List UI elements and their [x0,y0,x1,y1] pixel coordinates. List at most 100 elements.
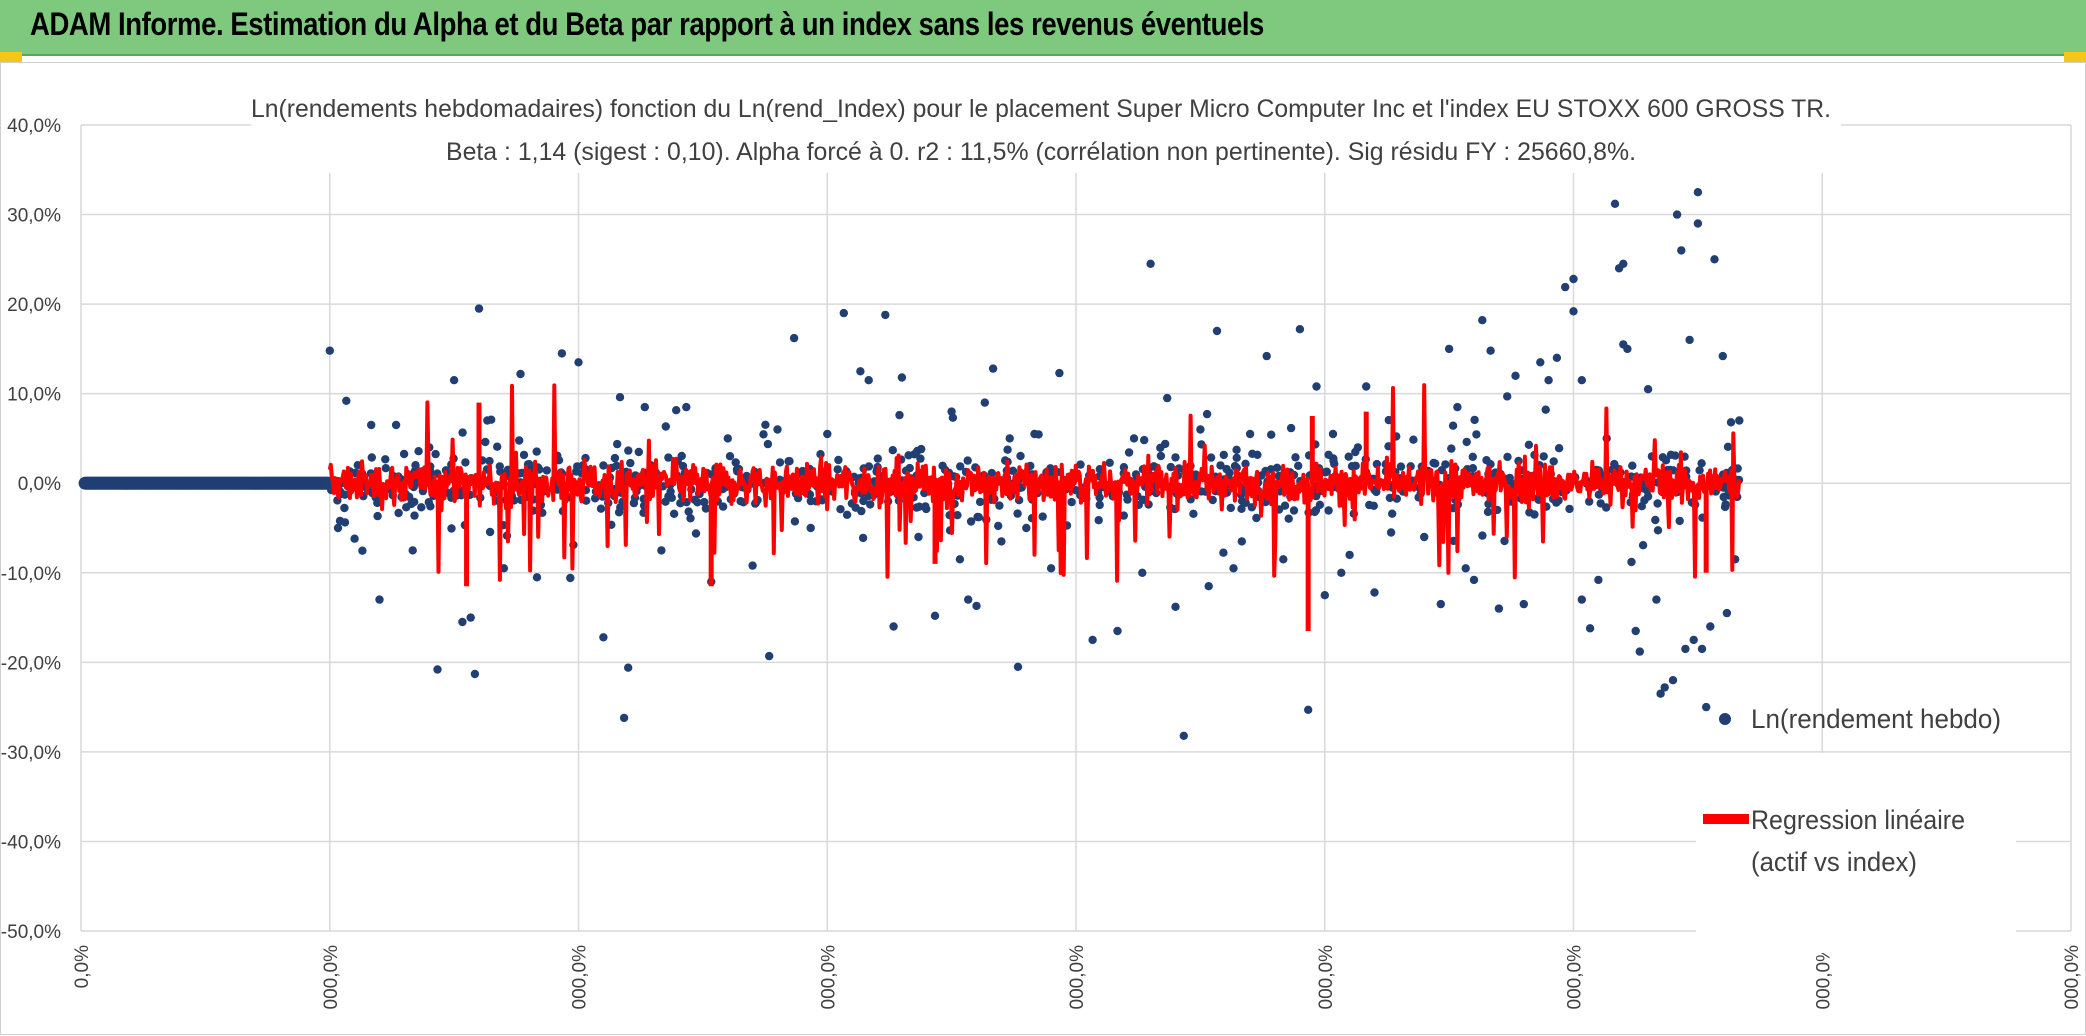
data-point [1628,461,1637,470]
data-point [1681,644,1690,654]
data-point [1119,511,1129,520]
data-point [1735,416,1744,425]
data-point [1610,459,1619,469]
data-point [723,434,732,443]
data-point [1076,460,1085,469]
data-point [447,524,456,533]
data-point [1668,676,1678,685]
data-point [1718,351,1728,361]
corner-marker-left [0,52,22,62]
data-point [881,310,890,320]
axis-ticks: 40,0% 30,0% 20,0% 10,0% 0,0% -10,0% -20,0% -30,… [1,116,2083,1009]
data-point [1219,548,1228,557]
data-point [426,502,435,511]
data-point [1337,568,1346,577]
data-point [1229,564,1238,573]
data-point [1549,457,1558,466]
data-point [888,446,897,455]
data-point [1610,199,1620,208]
data-point [1453,402,1462,412]
data-point [1500,536,1509,546]
data-point [1353,443,1363,452]
data-point [619,713,629,723]
data-point [1279,555,1288,564]
data-point [557,349,567,358]
data-point [1189,509,1198,518]
data-point [1046,564,1056,573]
data-point [657,546,666,555]
y-tick-label: 0,0% [18,474,61,495]
data-point [1222,464,1231,474]
data-point [1284,514,1293,523]
data-point [1596,499,1605,508]
legend-backdrop [1696,753,2016,953]
data-point [1088,635,1097,645]
data-point [1483,507,1493,517]
data-point [1441,460,1450,469]
data-point [1420,532,1429,542]
data-point [1345,550,1354,560]
data-point [661,422,670,431]
data-point [1245,429,1255,439]
data-point [1447,444,1456,453]
data-point [1619,259,1628,268]
data-point [417,503,426,512]
data-point [1585,497,1594,506]
data-point [1005,434,1014,443]
data-point [1651,515,1660,525]
data-point [1294,461,1303,470]
data-point [956,462,965,471]
data-point [1565,504,1574,514]
data-point [1237,504,1246,513]
data-point [342,396,351,405]
data-point [897,373,907,382]
x-tick-label: 000,0% [2062,945,2083,1010]
data-point [516,369,525,379]
data-point [1702,702,1711,712]
data-point [798,466,807,476]
data-point [856,367,865,376]
data-point [1478,316,1487,325]
x-tick-label: 000,0% [1565,945,1586,1010]
data-point [963,456,972,465]
data-point [947,407,956,416]
data-point [1310,507,1319,517]
data-point [773,425,782,434]
data-point [515,436,524,445]
data-point [917,444,926,454]
data-point [664,453,673,462]
data-point [1324,450,1333,459]
data-point [994,521,1003,531]
data-point [1652,595,1661,604]
data-point [664,492,673,501]
data-point [1577,595,1587,604]
data-point [1179,731,1189,740]
data-point [1511,371,1520,380]
data-point [873,454,882,463]
data-point [1468,452,1478,461]
data-point [736,497,745,506]
y-tick-label: 40,0% [7,116,61,137]
x-tick-label: 0,0% [72,945,93,988]
y-tick-label: -40,0% [1,832,61,853]
data-point [532,573,542,582]
data-point [686,514,695,523]
data-point [1124,448,1134,457]
data-point [613,439,622,449]
data-point [1140,435,1149,445]
data-point [975,497,985,507]
data-point [1623,344,1632,354]
data-point [1544,376,1553,385]
data-point [1013,662,1023,671]
data-point [966,517,976,526]
data-point [1661,456,1671,465]
data-point [1697,459,1706,468]
data-point [731,458,740,467]
data-point [1362,382,1371,391]
x-tick-label: 000,0% [1067,945,1088,1010]
chart-area: 40,0% 30,0% 20,0% 10,0% 0,0% -10,0% -20,0% -30,… [0,62,2086,1035]
data-point [1094,516,1103,525]
data-point [367,453,376,462]
data-point [1585,624,1595,633]
legend-regression-label-line2: (actif vs index) [1751,847,1917,877]
